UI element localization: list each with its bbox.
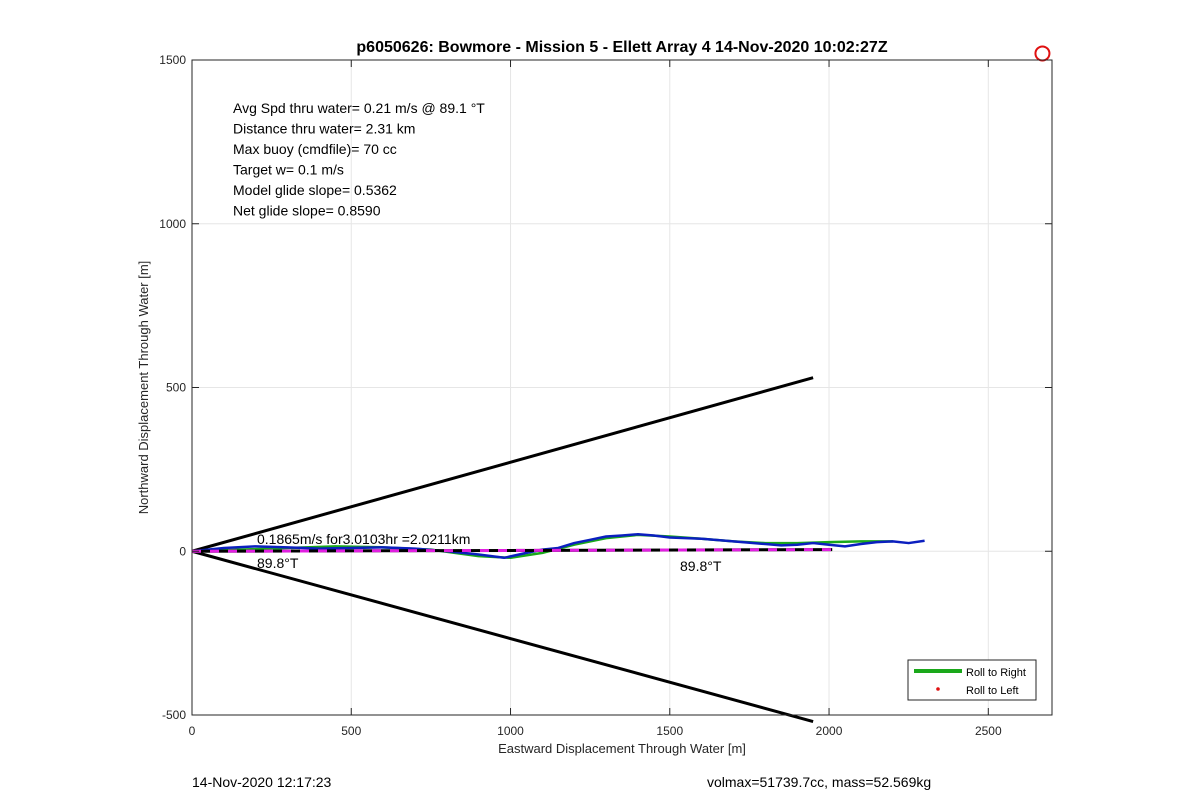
x-tick-label: 1000 [497, 724, 524, 738]
stats-annotation-line: Avg Spd thru water= 0.21 m/s @ 89.1 °T [233, 100, 485, 116]
legend-label-roll-to-left: Roll to Left [966, 685, 1019, 697]
footer-timestamp: 14-Nov-2020 12:17:23 [192, 774, 332, 790]
stats-annotation-line: Net glide slope= 0.8590 [233, 203, 381, 219]
glide-cone [191, 376, 814, 723]
stats-annotation-line: Distance thru water= 2.31 km [233, 121, 415, 137]
footer-mass-info: volmax=51739.7cc, mass=52.569kg [707, 774, 932, 790]
stats-annotation-line: Max buoy (cmdfile)= 70 cc [233, 141, 397, 157]
heading-label-left: 89.8°T [257, 555, 299, 571]
x-tick-label: 1500 [656, 724, 683, 738]
segment-speed-label: 0.1865m/s for3.0103hr =2.0211km [257, 531, 470, 547]
x-tick-label: 2500 [975, 724, 1002, 738]
series-line-roll-to-right [191, 533, 893, 560]
y-tick-label: -500 [162, 708, 186, 722]
heading-label-right: 89.8°T [680, 558, 722, 574]
y-tick-label: 500 [166, 381, 186, 395]
series-line-track [191, 532, 925, 560]
stats-annotation-line: Model glide slope= 0.5362 [233, 182, 397, 198]
annotations: p6050626: Bowmore - Mission 5 - Ellett A… [136, 39, 888, 756]
glide-cone-upper-line [191, 376, 814, 553]
chart-title: p6050626: Bowmore - Mission 5 - Ellett A… [356, 39, 887, 56]
y-tick-label: 1000 [159, 217, 186, 231]
legend-swatch-roll-to-left [936, 687, 940, 691]
glide-cone-lower-line [191, 549, 814, 723]
grid-lines [191, 59, 1052, 716]
x-axis-label: Eastward Displacement Through Water [m] [498, 741, 746, 756]
y-tick-label: 1500 [159, 53, 186, 67]
series-layer [191, 45, 1051, 560]
x-tick-label: 500 [341, 724, 361, 738]
y-tick-label: 0 [179, 544, 186, 558]
reference-line-black [191, 548, 833, 553]
x-tick-label: 0 [189, 724, 196, 738]
stats-annotation-line: Target w= 0.1 m/s [233, 162, 344, 178]
x-tick-label: 2000 [816, 724, 843, 738]
legend-box [907, 659, 1037, 701]
roll-to-left-marker [1034, 45, 1051, 62]
y-axis-label: Northward Displacement Through Water [m] [136, 261, 151, 515]
legend: Roll to Right Roll to Left [907, 659, 1037, 701]
legend-label-roll-to-right: Roll to Right [966, 667, 1026, 679]
